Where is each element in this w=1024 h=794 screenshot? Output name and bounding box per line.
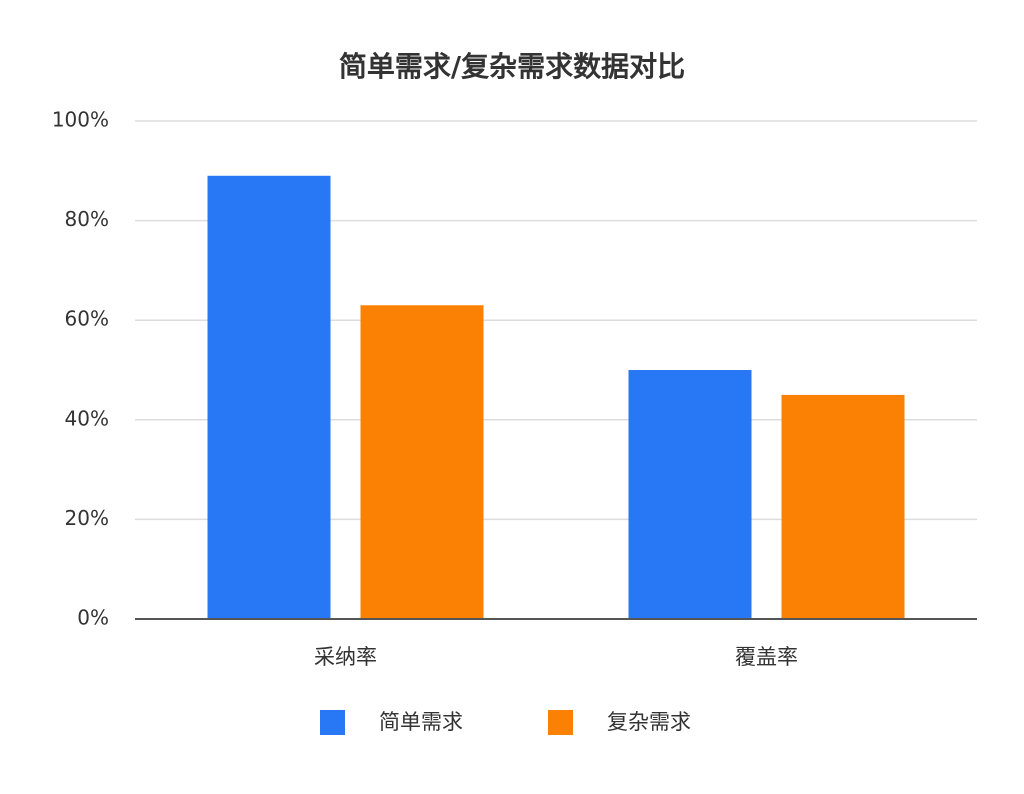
bar [360, 305, 484, 619]
bar [628, 370, 752, 619]
y-tick-label: 100% [52, 108, 109, 132]
bar [207, 175, 331, 619]
legend-label: 简单需求 [379, 710, 463, 734]
y-tick-label: 40% [65, 406, 109, 430]
chart-title: 简单需求/复杂需求数据对比 [339, 50, 685, 83]
y-tick-label: 60% [65, 307, 109, 331]
x-tick-label: 采纳率 [314, 645, 377, 669]
legend-label: 复杂需求 [607, 710, 691, 734]
legend-swatch [548, 710, 573, 735]
y-tick-label: 0% [77, 606, 109, 630]
legend-swatch [320, 710, 345, 735]
x-tick-label: 覆盖率 [735, 645, 798, 669]
bar [781, 394, 905, 619]
y-tick-label: 20% [65, 506, 109, 530]
y-tick-label: 80% [65, 207, 109, 231]
